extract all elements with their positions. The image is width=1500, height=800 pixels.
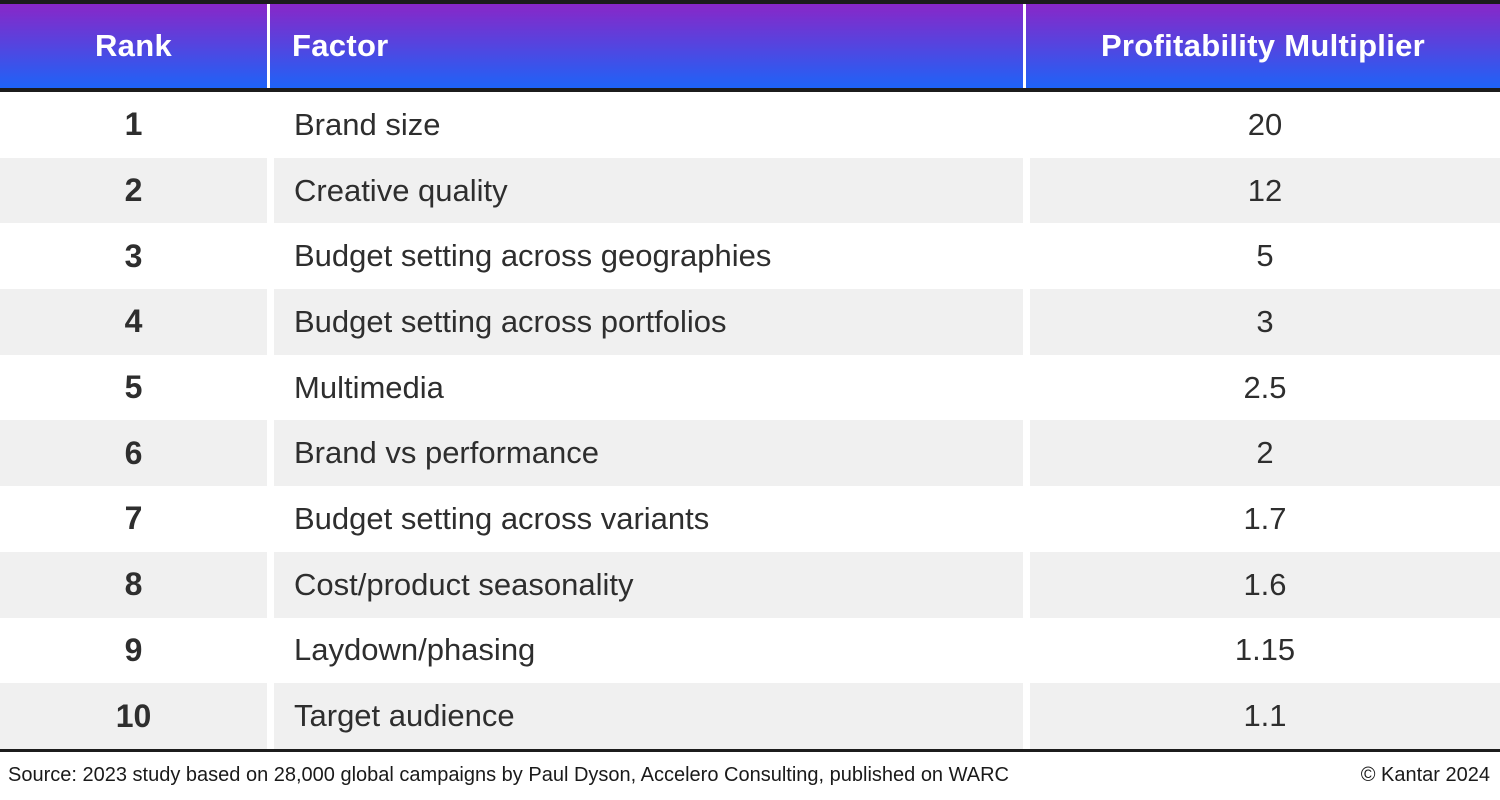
footer: Source: 2023 study based on 28,000 globa…	[0, 752, 1500, 800]
rank-cell: 9	[0, 617, 267, 684]
table-row: 1 Brand size 20	[0, 92, 1500, 158]
multiplier-cell: 1.15	[1023, 617, 1500, 684]
factor-cell: Budget setting across variants	[267, 486, 1023, 552]
multiplier-cell: 1.6	[1023, 551, 1500, 618]
table-header-row: Rank Factor Profitability Multiplier	[0, 0, 1500, 92]
copyright-note: © Kantar 2024	[1360, 764, 1490, 787]
factor-cell: Budget setting across portfolios	[267, 289, 1023, 355]
multiplier-cell: 2.5	[1023, 354, 1500, 421]
factor-cell: Brand size	[267, 92, 1023, 158]
factor-cell: Cost/product seasonality	[267, 551, 1023, 618]
table-row: 8 Cost/product seasonality 1.6	[0, 551, 1500, 618]
multiplier-cell: 1.7	[1023, 486, 1500, 552]
rank-cell: 2	[0, 157, 267, 224]
table-row: 9 Laydown/phasing 1.15	[0, 617, 1500, 684]
table-body: 1 Brand size 20 2 Creative quality 12 3 Budget …	[0, 92, 1500, 749]
table-row: 2 Creative quality 12	[0, 157, 1500, 224]
multiplier-cell: 12	[1023, 157, 1500, 224]
rank-cell: 4	[0, 289, 267, 355]
rank-cell: 8	[0, 551, 267, 618]
column-header-rank: Rank	[94, 28, 172, 63]
rank-cell: 10	[0, 683, 267, 749]
factor-cell: Budget setting across geographies	[267, 223, 1023, 290]
factor-cell: Laydown/phasing	[267, 617, 1023, 684]
column-header-profitability-multiplier: Profitability Multiplier	[1023, 4, 1500, 88]
multiplier-cell: 3	[1023, 289, 1500, 355]
factor-cell: Target audience	[267, 683, 1023, 749]
table-bottom-rule	[0, 748, 1500, 752]
table-row: 10 Target audience 1.1	[0, 683, 1500, 749]
rank-cell: 3	[0, 223, 267, 290]
rank-cell: 5	[0, 354, 267, 421]
multiplier-cell: 5	[1023, 223, 1500, 290]
column-header-factor: Factor	[267, 4, 1023, 88]
rank-cell: 7	[0, 486, 267, 552]
factor-cell: Brand vs performance	[267, 420, 1023, 487]
multiplier-cell: 2	[1023, 420, 1500, 487]
rank-cell: 1	[0, 92, 267, 158]
factor-cell: Multimedia	[267, 354, 1023, 421]
table-row: 5 Multimedia 2.5	[0, 354, 1500, 421]
factor-cell: Creative quality	[267, 157, 1023, 224]
multiplier-cell: 1.1	[1023, 683, 1500, 749]
table-row: 3 Budget setting across geographies 5	[0, 223, 1500, 290]
table-row: 6 Brand vs performance 2	[0, 420, 1500, 487]
table-row: 7 Budget setting across variants 1.7	[0, 486, 1500, 552]
rank-cell: 6	[0, 420, 267, 487]
multiplier-cell: 20	[1023, 92, 1500, 158]
table-row: 4 Budget setting across portfolios 3	[0, 289, 1500, 355]
source-note: Source: 2023 study based on 28,000 globa…	[8, 764, 1009, 787]
